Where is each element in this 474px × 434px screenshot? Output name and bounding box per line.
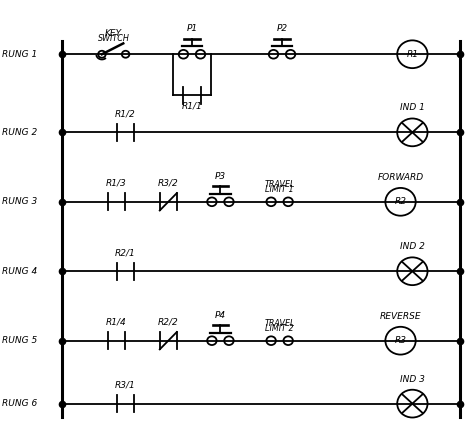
Text: REVERSE: REVERSE — [380, 312, 421, 321]
Text: SWITCH: SWITCH — [98, 34, 130, 43]
Text: R1/2: R1/2 — [115, 109, 136, 118]
Text: R3/1: R3/1 — [115, 381, 136, 390]
Text: KEY: KEY — [105, 29, 122, 38]
Text: R2/2: R2/2 — [158, 318, 179, 327]
Text: R2/1: R2/1 — [115, 248, 136, 257]
Text: RUNG 1: RUNG 1 — [2, 50, 37, 59]
Text: R1: R1 — [406, 50, 419, 59]
Text: RUNG 3: RUNG 3 — [2, 197, 37, 206]
Text: IND 1: IND 1 — [400, 103, 425, 112]
Text: R1/1: R1/1 — [182, 101, 202, 110]
Text: RUNG 5: RUNG 5 — [2, 336, 37, 345]
Text: RUNG 4: RUNG 4 — [2, 267, 37, 276]
Text: R1/3: R1/3 — [106, 179, 127, 188]
Text: TRAVEL: TRAVEL — [264, 319, 295, 328]
Text: TRAVEL: TRAVEL — [264, 180, 295, 189]
Text: LIMIT 1: LIMIT 1 — [265, 185, 294, 194]
Text: P3: P3 — [215, 172, 226, 181]
Text: LIMIT 2: LIMIT 2 — [265, 324, 294, 333]
Text: RUNG 6: RUNG 6 — [2, 399, 37, 408]
Text: P1: P1 — [186, 24, 198, 33]
Text: IND 3: IND 3 — [400, 375, 425, 384]
Text: RUNG 2: RUNG 2 — [2, 128, 37, 137]
Text: IND 2: IND 2 — [400, 242, 425, 251]
Text: R3/2: R3/2 — [158, 179, 179, 188]
Text: P4: P4 — [215, 311, 226, 320]
Text: R3: R3 — [394, 336, 407, 345]
Text: FORWARD: FORWARD — [377, 173, 424, 182]
Text: R1/4: R1/4 — [106, 318, 127, 327]
Text: P2: P2 — [276, 24, 288, 33]
Text: R2: R2 — [394, 197, 407, 206]
